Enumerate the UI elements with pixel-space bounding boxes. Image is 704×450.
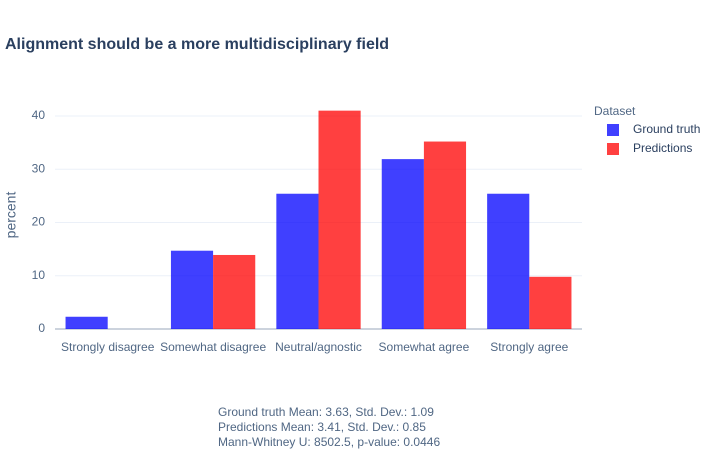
legend-label: Ground truth bbox=[633, 122, 700, 136]
legend-title: Dataset bbox=[594, 104, 636, 118]
bar bbox=[529, 276, 572, 329]
annotation: Mann-Whitney U: 8502.5, p-value: 0.0446 bbox=[218, 435, 440, 449]
x-tick-label: Somewhat disagree bbox=[160, 340, 266, 354]
bar bbox=[276, 193, 319, 329]
x-tick-label: Somewhat agree bbox=[379, 340, 470, 354]
legend-label: Predictions bbox=[633, 141, 692, 155]
y-tick-label: 20 bbox=[32, 215, 46, 229]
y-tick-label: 0 bbox=[38, 321, 45, 335]
y-axis-title: percent bbox=[3, 192, 19, 239]
y-tick-label: 40 bbox=[32, 108, 46, 122]
bar bbox=[213, 254, 256, 329]
x-tick-label: Strongly agree bbox=[490, 340, 568, 354]
bar bbox=[170, 250, 214, 329]
legend-swatch bbox=[607, 124, 619, 136]
bar bbox=[423, 141, 467, 329]
x-tick-label: Strongly disagree bbox=[61, 340, 155, 354]
annotation: Predictions Mean: 3.41, Std. Dev.: 0.85 bbox=[218, 420, 426, 434]
annotation: Ground truth Mean: 3.63, Std. Dev.: 1.09 bbox=[218, 405, 434, 419]
y-tick-label: 30 bbox=[32, 161, 46, 175]
x-tick-label: Neutral/agnostic bbox=[275, 340, 362, 354]
bar bbox=[318, 110, 361, 330]
y-tick-label: 10 bbox=[32, 268, 46, 282]
legend-swatch bbox=[607, 143, 619, 155]
bar bbox=[381, 159, 424, 329]
bar bbox=[65, 316, 108, 329]
bar bbox=[487, 193, 530, 329]
chart-title: Alignment should be a more multidiscipli… bbox=[5, 36, 389, 53]
